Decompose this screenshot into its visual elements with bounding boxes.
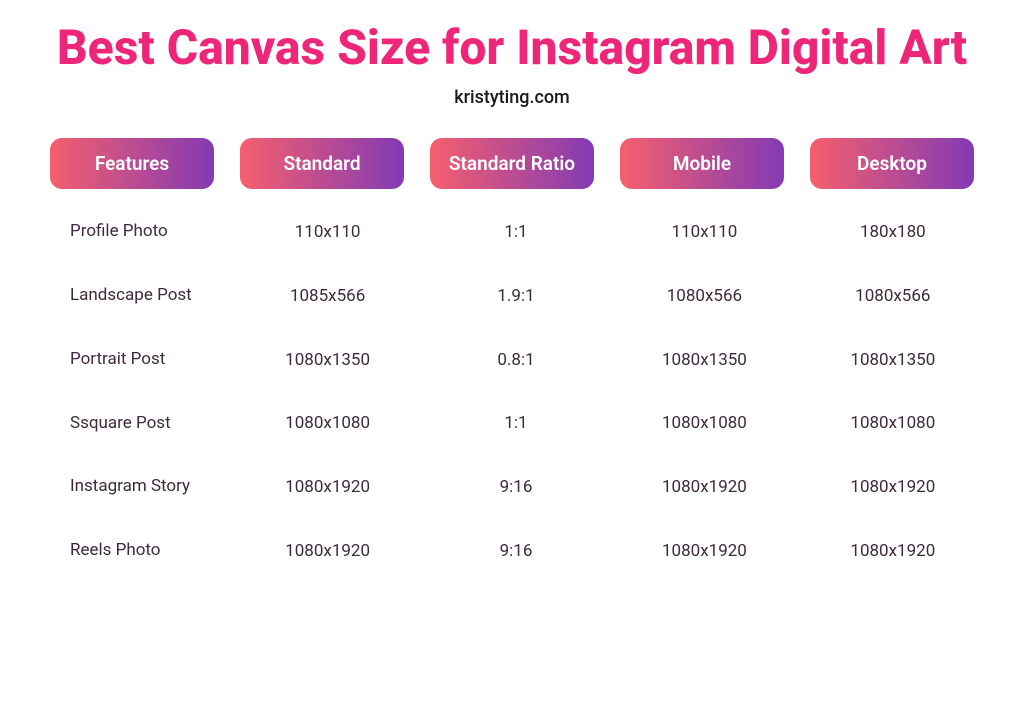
standard-value: 1085x566 <box>246 280 408 312</box>
column-header-standard: Standard <box>240 138 404 189</box>
mobile-value: 110x110 <box>623 216 785 248</box>
table-header-row: Features Standard Standard Ratio Mobile … <box>50 138 974 189</box>
column-header-ratio: Standard Ratio <box>430 138 594 189</box>
standard-value: 1080x1920 <box>246 471 408 503</box>
feature-label: Profile Photo <box>50 214 220 250</box>
desktop-value: 180x180 <box>812 216 974 248</box>
desktop-value: 1080x1350 <box>812 344 974 376</box>
column-header-mobile: Mobile <box>620 138 784 189</box>
column-header-desktop: Desktop <box>810 138 974 189</box>
mobile-value: 1080x1350 <box>623 344 785 376</box>
feature-label: Reels Photo <box>50 533 220 569</box>
canvas-size-table: Features Standard Standard Ratio Mobile … <box>30 138 994 569</box>
ratio-value: 9:16 <box>435 471 597 503</box>
standard-value: 110x110 <box>246 216 408 248</box>
column-header-features: Features <box>50 138 214 189</box>
standard-value: 1080x1080 <box>246 407 408 439</box>
ratio-value: 1:1 <box>435 216 597 248</box>
mobile-value: 1080x1920 <box>623 535 785 567</box>
desktop-value: 1080x566 <box>812 280 974 312</box>
desktop-value: 1080x1920 <box>812 471 974 503</box>
feature-label: Landscape Post <box>50 278 220 314</box>
ratio-value: 9:16 <box>435 535 597 567</box>
page-subtitle: kristyting.com <box>30 87 994 108</box>
mobile-value: 1080x566 <box>623 280 785 312</box>
mobile-value: 1080x1080 <box>623 407 785 439</box>
ratio-value: 0.8:1 <box>435 344 597 376</box>
ratio-value: 1:1 <box>435 407 597 439</box>
desktop-value: 1080x1920 <box>812 535 974 567</box>
page-title: Best Canvas Size for Instagram Digital A… <box>30 20 994 75</box>
table-row: Ssquare Post 1080x1080 1:1 1080x1080 108… <box>50 406 974 442</box>
table-row: Reels Photo 1080x1920 9:16 1080x1920 108… <box>50 533 974 569</box>
table-row: Portrait Post 1080x1350 0.8:1 1080x1350 … <box>50 342 974 378</box>
standard-value: 1080x1350 <box>246 344 408 376</box>
feature-label: Portrait Post <box>50 342 220 378</box>
mobile-value: 1080x1920 <box>623 471 785 503</box>
feature-label: Ssquare Post <box>50 406 220 442</box>
table-row: Profile Photo 110x110 1:1 110x110 180x18… <box>50 214 974 250</box>
table-row: Instagram Story 1080x1920 9:16 1080x1920… <box>50 469 974 505</box>
table-row: Landscape Post 1085x566 1.9:1 1080x566 1… <box>50 278 974 314</box>
ratio-value: 1.9:1 <box>435 280 597 312</box>
desktop-value: 1080x1080 <box>812 407 974 439</box>
feature-label: Instagram Story <box>50 469 220 505</box>
standard-value: 1080x1920 <box>246 535 408 567</box>
